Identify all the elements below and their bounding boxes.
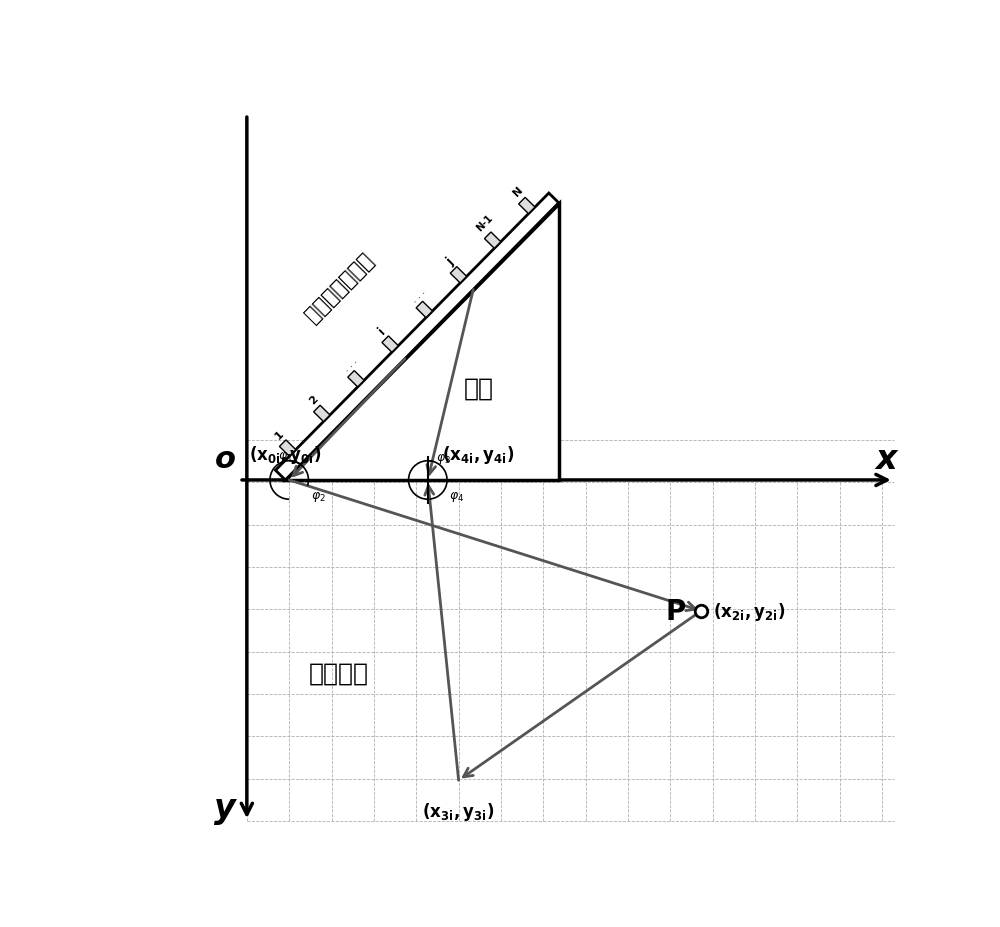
Text: $\mathbf{(x_{3i},y_{3i})}$: $\mathbf{(x_{3i},y_{3i})}$: [422, 800, 495, 821]
Text: 2: 2: [307, 393, 320, 406]
Polygon shape: [382, 337, 398, 353]
Polygon shape: [279, 440, 296, 457]
Text: 楔块: 楔块: [464, 376, 494, 400]
Polygon shape: [314, 406, 330, 422]
Text: $\varphi_3$: $\varphi_3$: [436, 451, 451, 465]
Text: $\mathbf{P}$: $\mathbf{P}$: [665, 597, 686, 625]
Text: N-1: N-1: [474, 212, 495, 233]
Text: $\varphi_2$: $\varphi_2$: [311, 489, 326, 503]
Text: 被检试块: 被检试块: [309, 661, 369, 685]
Text: N: N: [512, 184, 525, 198]
Text: $\varphi_4$: $\varphi_4$: [449, 489, 464, 503]
Text: y: y: [214, 792, 236, 825]
Text: 相控阵超声探头: 相控阵超声探头: [301, 249, 377, 326]
Text: j: j: [444, 255, 456, 267]
Text: $\mathbf{(x_{2i},y_{2i})}$: $\mathbf{(x_{2i},y_{2i})}$: [713, 600, 785, 622]
Polygon shape: [285, 204, 559, 480]
Text: $\varphi_1$: $\varphi_1$: [278, 450, 293, 464]
Polygon shape: [519, 198, 535, 214]
Polygon shape: [450, 267, 467, 284]
Text: $\mathbf{(x_{0i},y_{0i})}$: $\mathbf{(x_{0i},y_{0i})}$: [249, 443, 322, 465]
Text: o: o: [215, 444, 236, 474]
Text: i: i: [376, 324, 388, 337]
Text: . . .: . . .: [409, 286, 427, 304]
Polygon shape: [484, 233, 501, 249]
Polygon shape: [416, 302, 432, 318]
Text: $\mathbf{(x_{4i},y_{4i})}$: $\mathbf{(x_{4i},y_{4i})}$: [442, 443, 514, 465]
Text: . . .: . . .: [341, 356, 359, 374]
Text: 1: 1: [273, 428, 286, 440]
Text: x: x: [875, 442, 897, 476]
Polygon shape: [275, 194, 559, 480]
Polygon shape: [348, 371, 364, 387]
